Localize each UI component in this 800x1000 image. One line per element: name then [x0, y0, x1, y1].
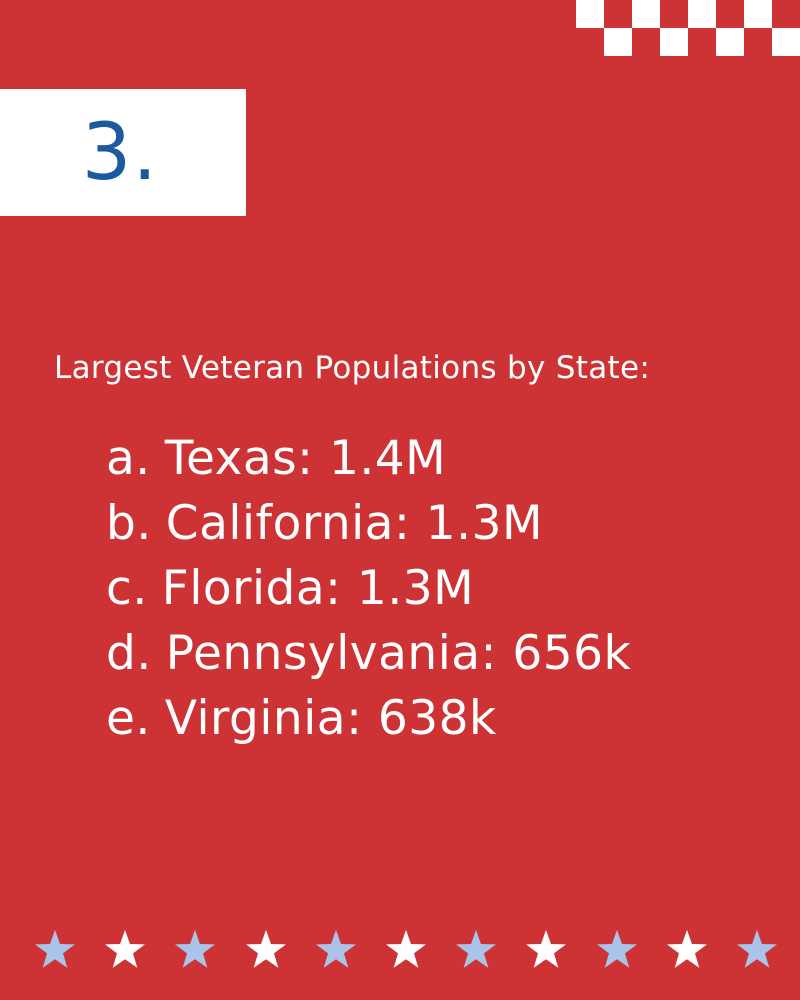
state-list: a. Texas: 1.4M b. California: 1.3M c. Fl… — [106, 426, 796, 751]
number-box: 3. — [0, 89, 246, 216]
list-marker: d. — [106, 626, 152, 681]
list-item: b. California: 1.3M — [106, 491, 796, 556]
list-marker: c. — [106, 561, 148, 616]
stars-row — [34, 928, 778, 972]
list-item: e. Virginia: 638k — [106, 686, 796, 751]
list-marker: b. — [106, 496, 152, 551]
star-icon — [596, 929, 637, 968]
star-icon — [736, 929, 777, 968]
list-item: d. Pennsylvania: 656k — [106, 621, 796, 686]
list-item: a. Texas: 1.4M — [106, 426, 796, 491]
star-icon — [35, 929, 75, 968]
page-heading: Largest Veteran Populations by State: — [54, 350, 651, 386]
star-icon — [105, 929, 146, 968]
list-item-text: Virginia: 638k — [164, 691, 497, 746]
star-icon — [245, 929, 286, 968]
list-marker: e. — [106, 691, 151, 746]
list-item-text: Texas: 1.4M — [164, 431, 447, 486]
star-icon — [666, 929, 707, 968]
list-item: c. Florida: 1.3M — [106, 556, 796, 621]
list-item-text: Pennsylvania: 656k — [165, 626, 632, 681]
star-icon — [526, 929, 567, 968]
number-label: 3. — [81, 107, 159, 198]
star-icon — [385, 929, 426, 968]
list-marker: a. — [106, 431, 151, 486]
star-icon — [175, 929, 216, 968]
star-icon — [456, 929, 497, 968]
checkerboard-pattern — [576, 0, 800, 56]
star-icon — [315, 929, 356, 968]
list-item-text: California: 1.3M — [165, 496, 544, 551]
list-item-text: Florida: 1.3M — [161, 561, 475, 616]
